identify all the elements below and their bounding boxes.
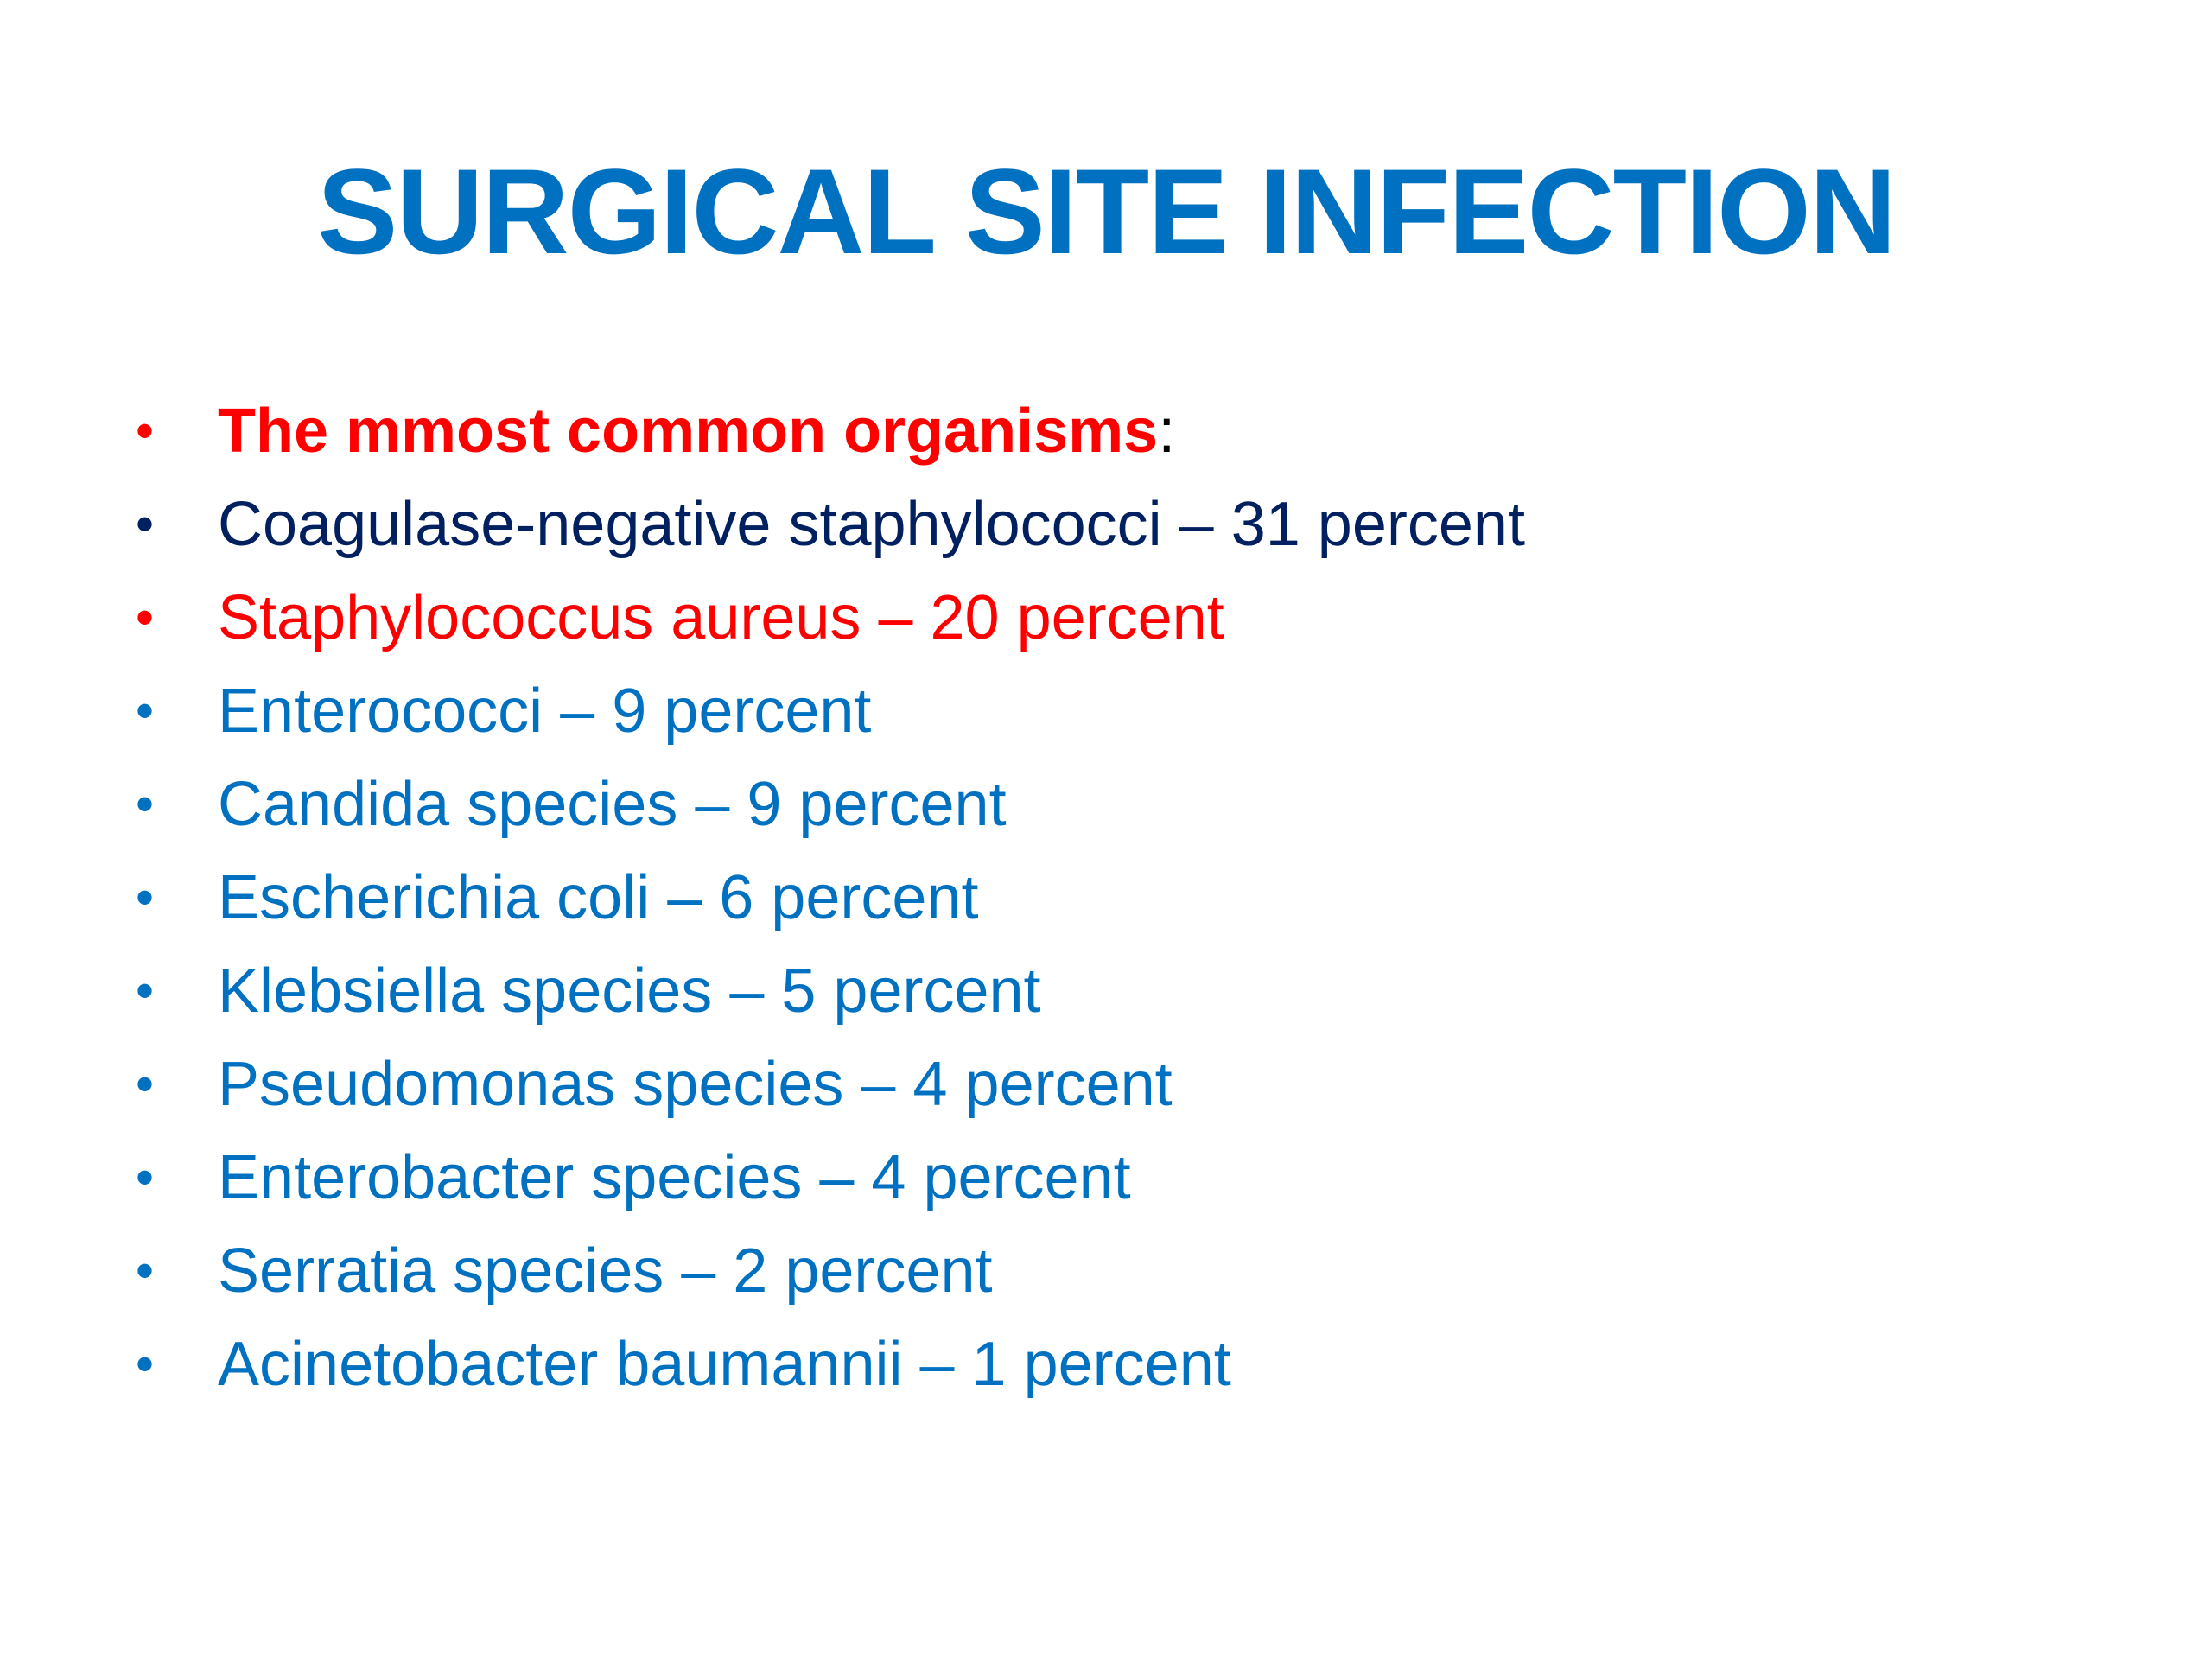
bullet-icon: •: [136, 868, 155, 926]
list-item: • Serratia species – 2 percent: [0, 1224, 2212, 1318]
bullet-icon: •: [136, 682, 155, 740]
list-item: • Enterobacter species – 4 percent: [0, 1131, 2212, 1224]
list-item: • Pseudomonas species – 4 percent: [0, 1038, 2212, 1131]
bullet-icon: •: [136, 588, 155, 646]
list-item-text: Escherichia coli – 6 percent: [218, 863, 979, 932]
bullet-list: • The mmost common organisms: • Coagulas…: [0, 385, 2212, 1411]
bullet-icon: •: [136, 962, 155, 1020]
list-item-text: Acinetobacter baumannii – 1 percent: [218, 1330, 1231, 1399]
list-item-text: Klebsiella species – 5 percent: [218, 957, 1041, 1026]
bullet-icon: •: [136, 495, 155, 553]
list-item: • Coagulase-negative staphylococci – 31 …: [0, 478, 2212, 571]
heading-label: The mmost common organisms: [218, 397, 1159, 466]
list-item: • Staphylococcus aureus – 20 percent: [0, 571, 2212, 664]
list-item-text: Enterobacter species – 4 percent: [218, 1143, 1131, 1212]
heading-colon: :: [1158, 397, 1176, 466]
list-item-text: Serratia species – 2 percent: [218, 1236, 993, 1306]
list-item-text: Pseudomonas species – 4 percent: [218, 1050, 1173, 1119]
list-item-text: Staphylococcus aureus – 20 percent: [218, 583, 1224, 652]
list-item: • Klebsiella species – 5 percent: [0, 944, 2212, 1038]
bullet-icon: •: [136, 1055, 155, 1113]
list-item-text: Candida species – 9 percent: [218, 770, 1007, 839]
list-item: • Acinetobacter baumannii – 1 percent: [0, 1318, 2212, 1411]
list-item: • Candida species – 9 percent: [0, 758, 2212, 851]
list-item-text: The mmost common organisms:: [218, 385, 1175, 478]
bullet-icon: •: [136, 1335, 155, 1393]
list-item-text: Enterococci – 9 percent: [218, 677, 872, 746]
bullet-icon: •: [136, 775, 155, 833]
slide-title: SURGICAL SITE INFECTION: [317, 143, 1897, 279]
list-item-text: Coagulase-negative staphylococci – 31 pe…: [218, 490, 1525, 559]
list-item: • Enterococci – 9 percent: [0, 664, 2212, 758]
list-item-heading: • The mmost common organisms:: [0, 385, 2212, 478]
list-item: • Escherichia coli – 6 percent: [0, 851, 2212, 944]
bullet-icon: •: [136, 1148, 155, 1206]
bullet-icon: •: [136, 402, 155, 460]
bullet-icon: •: [136, 1242, 155, 1300]
